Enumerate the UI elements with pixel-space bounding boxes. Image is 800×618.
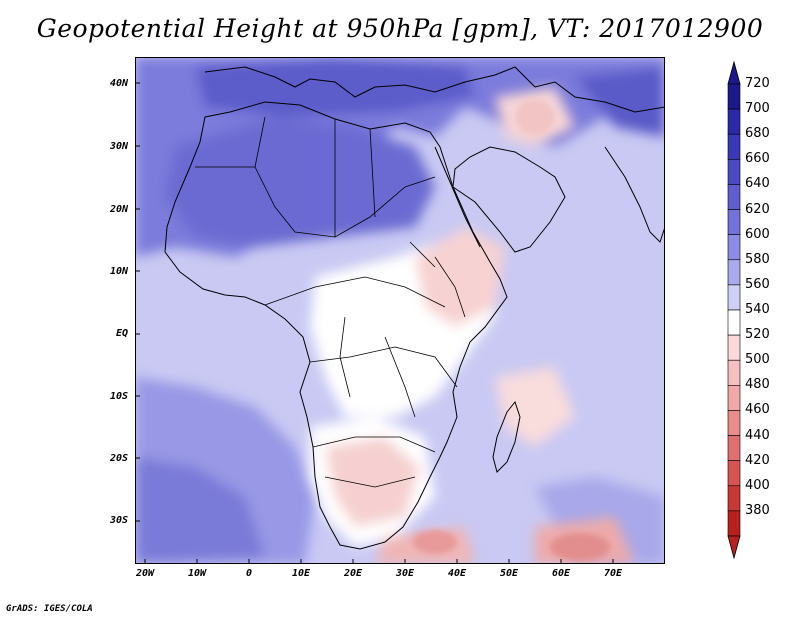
map-border: [135, 57, 665, 564]
credit-text: GrADS: IGES/COLA: [6, 604, 93, 614]
lon-label-20w: 20W: [135, 568, 155, 579]
lat-label-20s: 20S: [109, 453, 128, 464]
lat-label-20n: 20N: [109, 204, 128, 215]
lon-label-60e: 60E: [551, 568, 571, 579]
lon-label-70e: 70E: [603, 568, 623, 579]
colorbar-label: 480: [745, 377, 770, 393]
colorbar-swatch: [727, 485, 741, 512]
colorbar-swatch: [727, 284, 741, 311]
lat-label-40n: 40N: [109, 78, 128, 89]
lon-label-50e: 50E: [499, 568, 519, 579]
lat-label-eq: EQ: [115, 328, 128, 339]
lat-label-10s: 10S: [109, 391, 128, 402]
lat-label-30s: 30S: [109, 515, 128, 526]
colorbar-label: 680: [745, 126, 770, 142]
field-low-madagascar: [495, 367, 575, 447]
field-low-core-2: [550, 533, 610, 561]
colorbar-label: 600: [745, 226, 770, 242]
colorbar-label: 700: [745, 101, 770, 117]
colorbar-bottom-arrow: [727, 535, 741, 560]
colorbar: [727, 60, 741, 560]
field-low-core-3: [515, 99, 555, 135]
colorbar-swatch: [727, 209, 741, 235]
colorbar-label: 620: [745, 201, 770, 217]
country-borders: [195, 116, 466, 488]
colorbar-swatch: [727, 133, 741, 160]
colorbar-label: 500: [745, 352, 770, 368]
chart-title: Geopotential Height at 950hPa [gpm], VT:…: [36, 14, 764, 43]
coastlines: [164, 66, 665, 550]
colorbar-top-arrow: [727, 60, 741, 85]
colorbar-label: 640: [745, 176, 770, 192]
colorbar-label: 460: [745, 402, 770, 418]
colorbar-swatch: [727, 83, 741, 110]
colorbar-swatch: [727, 385, 741, 411]
field-high-southwest-core: [135, 457, 265, 564]
colorbar-swatch: [727, 410, 741, 436]
lon-label-20e: 20E: [343, 568, 363, 579]
africa-coastline: [164, 101, 508, 550]
colorbar-swatch: [727, 460, 741, 487]
colorbar-swatch: [727, 510, 741, 537]
field-high-sahara: [165, 117, 435, 247]
colorbar-label: 400: [745, 477, 770, 493]
lat-label-10n: 10N: [109, 266, 128, 277]
field-low-core-1: [413, 530, 457, 554]
colorbar-label: 440: [745, 427, 770, 443]
lon-label-10e: 10E: [291, 568, 311, 579]
colorbar-swatch: [727, 259, 741, 286]
field-high-ne: [575, 67, 665, 137]
colorbar-label: 540: [745, 302, 770, 317]
colorbar-swatch: [727, 334, 741, 361]
colorbar-swatch: [727, 159, 741, 185]
colorbar-label: 420: [745, 452, 770, 468]
madagascar-coastline: [492, 400, 521, 473]
lon-label-10w: 10W: [187, 568, 207, 579]
map-ticks: [135, 82, 614, 564]
europe-coastline: [204, 66, 665, 113]
lon-label-30e: 30E: [395, 568, 415, 579]
colorbar-swatch: [727, 108, 741, 135]
colorbar-swatch: [727, 309, 741, 336]
colorbar-label: 520: [745, 327, 770, 343]
lon-label-40e: 40E: [447, 568, 467, 579]
colorbar-label: 380: [745, 502, 770, 518]
colorbar-swatch: [727, 184, 741, 210]
colorbar-label: 660: [745, 151, 770, 167]
lon-label-0: 0: [245, 568, 253, 579]
map-panel: [135, 57, 665, 564]
lat-label-30n: 30N: [109, 141, 128, 152]
colorbar-label: 560: [745, 276, 770, 292]
colorbar-label: 720: [745, 76, 770, 91]
colorbar-swatch: [727, 435, 741, 461]
colorbar-swatch: [727, 359, 741, 386]
colorbar-label: 580: [745, 251, 770, 267]
field-low-east: [415, 227, 505, 327]
arabia-coastline: [452, 146, 566, 253]
field-low-south-pink: [325, 437, 420, 527]
india-coastline: [604, 146, 665, 243]
redsea-coastline: [434, 146, 481, 248]
colorbar-swatch: [727, 234, 741, 261]
